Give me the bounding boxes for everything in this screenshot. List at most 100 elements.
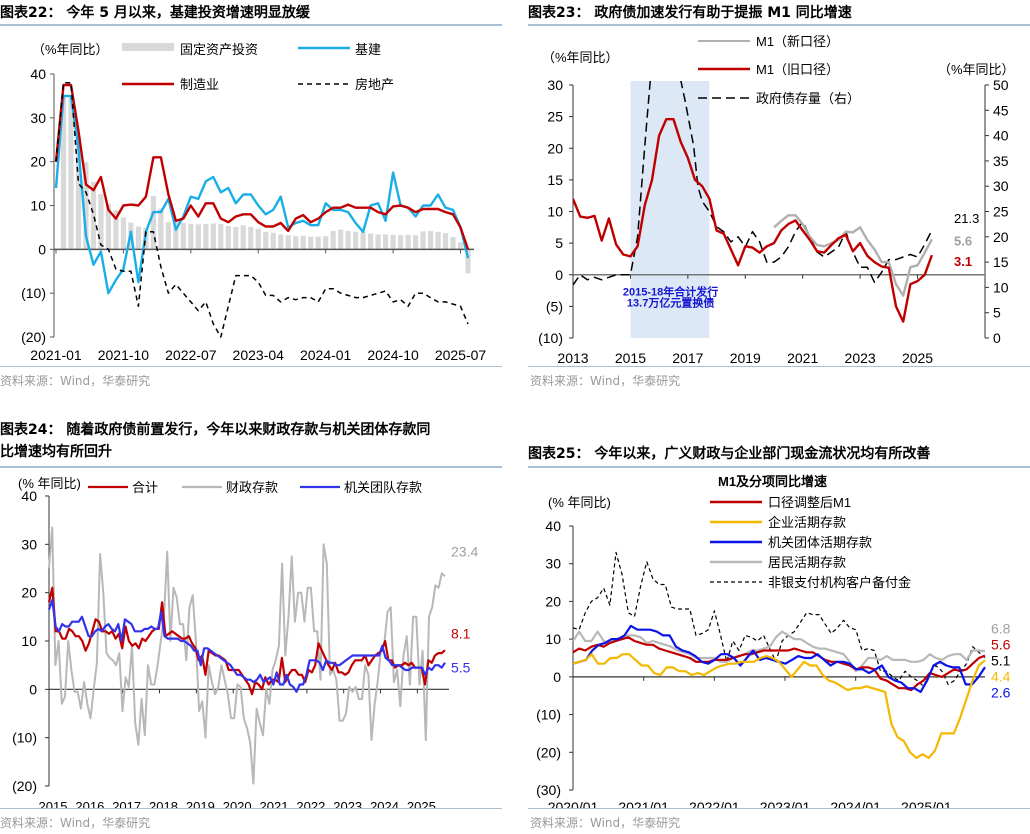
bar-fixed-asset-investment bbox=[240, 225, 246, 250]
chart-23-left-tick-label: 15 bbox=[547, 172, 563, 188]
chart-23-left-tick-label: 0 bbox=[555, 267, 563, 283]
chart-25-ytick-label: 40 bbox=[545, 518, 561, 534]
legend-label-m1-new: M1（新口径） bbox=[756, 34, 839, 49]
end-label-4: 2.6 bbox=[991, 684, 1011, 700]
bar-fixed-asset-investment bbox=[420, 231, 426, 250]
legend-label-fixed-asset-investment: 固定资产投资 bbox=[180, 42, 258, 57]
bar-fixed-asset-investment bbox=[195, 224, 201, 250]
chart-23-right-tick-label: 20 bbox=[993, 229, 1009, 245]
chart-25-ytick-label: 0 bbox=[553, 669, 561, 685]
chart-23-left-tick-label: 20 bbox=[547, 140, 563, 156]
bar-fixed-asset-investment bbox=[345, 230, 351, 250]
chart-23-left-tick-label: 30 bbox=[547, 77, 563, 93]
bar-fixed-asset-investment bbox=[375, 234, 381, 250]
chart-23-series-group bbox=[573, 81, 934, 323]
chart-24-xtick-label: 2016 bbox=[75, 799, 104, 809]
legend-fiscal-deposits-label: 财政存款 bbox=[226, 480, 278, 495]
bar-fixed-asset-investment bbox=[225, 226, 231, 250]
chart-23-right-tick-label: 5 bbox=[993, 305, 1001, 321]
chart-23-right-ylabel: （%年同比） bbox=[938, 62, 1015, 77]
bar-fixed-asset-investment bbox=[412, 235, 419, 250]
bar-fixed-asset-investment bbox=[60, 95, 67, 250]
series-line-m1-new bbox=[773, 214, 933, 297]
chart-24-ylabel: (% 年同比) bbox=[18, 476, 81, 491]
bar-fixed-asset-investment bbox=[308, 236, 314, 250]
chart-22-ytick-label: 30 bbox=[30, 110, 46, 126]
chart-22-footer-rule bbox=[0, 366, 502, 367]
end-label-0: 6.8 bbox=[991, 620, 1011, 636]
legend-label-m1-old: M1（旧口径） bbox=[756, 62, 839, 77]
chart-panel-23: 图表23： 政府债加速发行有助于提振 M1 同比增速 30 25 20 15 10 5 0 (… bbox=[520, 0, 1030, 400]
chart-25-footer-rule bbox=[528, 808, 1030, 809]
chart-24-ytick-label: 20 bbox=[21, 585, 37, 601]
chart-panel-22: 图表22： 今年 5 月以来，基建投资增速明显放缓 40 30 20 10 0 (10) (… bbox=[0, 0, 510, 400]
chart-24-ytick-label: 40 bbox=[21, 488, 37, 504]
chart-25-ytick-label: (10) bbox=[536, 707, 561, 723]
bar-fixed-asset-investment bbox=[360, 232, 366, 250]
chart-24-title-rule bbox=[0, 466, 502, 468]
bar-fixed-asset-investment bbox=[98, 194, 104, 250]
chart-23-left-tick-label: 10 bbox=[547, 204, 563, 220]
bar-fixed-asset-investment bbox=[278, 234, 284, 250]
chart-23-right-tick-label: 15 bbox=[993, 254, 1009, 270]
chart-23-xtick-label: 2013 bbox=[557, 350, 588, 366]
chart-25-ylabel: (% 年同比) bbox=[548, 495, 611, 510]
chart-25-ytick-label: 30 bbox=[545, 556, 561, 572]
bar-fixed-asset-investment bbox=[255, 228, 261, 250]
bar-fixed-asset-investment bbox=[285, 235, 291, 250]
chart-25-svg: 40 30 20 10 0 (10) (20) (30)2020/01 2021/01 2022/… bbox=[536, 474, 1011, 809]
chart-24-xtick-label: 2015 bbox=[39, 799, 68, 809]
chart-22-ytick-label: 0 bbox=[38, 241, 46, 257]
chart-24-xtick-label: 2023 bbox=[333, 799, 362, 809]
bar-fixed-asset-investment bbox=[315, 236, 321, 250]
series-line-gov-bond-stock bbox=[573, 81, 933, 286]
bar-fixed-asset-investment bbox=[330, 230, 336, 250]
series-line-nonbank-payment-reserves bbox=[572, 551, 986, 687]
chart-22-ytick-label: (10) bbox=[21, 285, 46, 301]
chart-23-left-ylabel: （%年同比） bbox=[542, 50, 619, 65]
chart-23-svg: 302520151050(5)(10)504540353025201510502… bbox=[538, 34, 1015, 366]
series-line-fiscal-deposits bbox=[48, 526, 446, 785]
chart-23-right-tick-label: 0 bbox=[993, 330, 1001, 346]
bar-fixed-asset-investment bbox=[442, 233, 449, 250]
series-line-manufacturing bbox=[54, 83, 470, 250]
chart-25-title: 图表25： 今年以来，广义财政与企业部门现金流状况均有所改善 bbox=[528, 446, 931, 462]
chart-23-left-tick-label: (10) bbox=[538, 330, 563, 346]
legend-total-label: 合计 bbox=[132, 480, 158, 495]
chart-25-xtick-label: 2021/01 bbox=[618, 799, 669, 809]
series-line-total bbox=[47, 586, 446, 696]
legend-label-manufacturing: 制造业 bbox=[180, 77, 219, 92]
bar-fixed-asset-investment bbox=[405, 234, 411, 250]
bar-fixed-asset-investment bbox=[293, 236, 299, 250]
chart-22-series-group bbox=[54, 82, 470, 338]
chart-25-ytick-label: (20) bbox=[536, 744, 561, 760]
chart-24-ytick-label: 10 bbox=[21, 633, 37, 649]
chart-23-xtick-label: 2017 bbox=[672, 350, 703, 366]
chart-22-ytick-label: 20 bbox=[30, 154, 46, 170]
bar-fixed-asset-investment bbox=[427, 230, 434, 250]
chart-23-right-tick-label: 25 bbox=[993, 204, 1009, 220]
chart-24-svg: 40 30 20 10 0 (10) (20)2015 2016 2017 2018 2019 202… bbox=[12, 476, 478, 809]
chart-25-xtick-label: 2025/01 bbox=[901, 799, 952, 809]
annotation-line-2: 13.7万亿元置换债 bbox=[627, 295, 714, 309]
legend-institutional-deposits-label: 机关团队存款 bbox=[344, 480, 422, 495]
bar-fixed-asset-investment bbox=[368, 233, 374, 250]
chart-23-title: 图表23： 政府债加速发行有助于提振 M1 同比增速 bbox=[528, 5, 852, 21]
chart-24-xtick-label: 2018 bbox=[149, 799, 178, 809]
chart-25-ytick-label: (30) bbox=[536, 782, 561, 798]
chart-23-left-tick-label: 25 bbox=[547, 109, 563, 125]
chart-23-right-tick-label: 10 bbox=[993, 279, 1009, 295]
chart-24-xtick-label: 2025 bbox=[407, 799, 436, 809]
chart-24-xtick-label: 2017 bbox=[112, 799, 141, 809]
bar-fixed-asset-investment bbox=[150, 195, 156, 250]
chart-25-ytick-label: 10 bbox=[545, 631, 561, 647]
legend-label-infrastructure: 基建 bbox=[355, 42, 381, 57]
bar-fixed-asset-investment bbox=[135, 226, 141, 250]
chart-22-xtick-label: 2021-01 bbox=[30, 347, 82, 363]
bar-fixed-asset-investment bbox=[75, 137, 82, 250]
bar-fixed-asset-investment bbox=[105, 204, 112, 250]
chart-24-xtick-label: 2021 bbox=[260, 799, 289, 809]
chart-25-xtick-label: 2022/01 bbox=[689, 799, 740, 809]
series-line-real-estate bbox=[55, 82, 469, 338]
bar-fixed-asset-investment bbox=[263, 231, 269, 250]
